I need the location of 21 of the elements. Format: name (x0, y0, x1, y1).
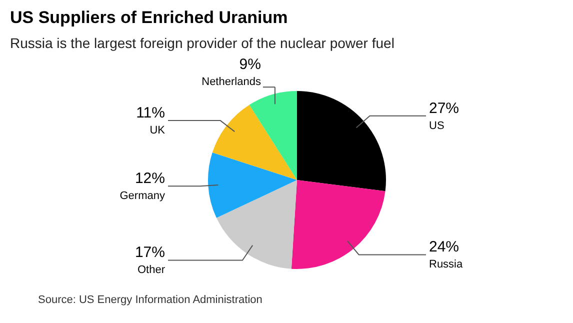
slice-label: Netherlands (202, 76, 262, 88)
pie-slice (208, 152, 297, 218)
data-label: 9% (239, 56, 261, 74)
data-label: 12% (134, 170, 165, 188)
slice-label: Other (137, 264, 166, 276)
chart-subtitle: Russia is the largest foreign provider of the nuclear power fuel (10, 35, 394, 51)
slice-label: UK (150, 124, 166, 137)
pie-slice (249, 91, 297, 180)
pie-slice (212, 104, 297, 180)
data-label: 11% (136, 104, 165, 122)
pie-slice (291, 180, 386, 269)
data-label: 27% (429, 100, 460, 117)
slice-label: Germany (120, 190, 166, 202)
data-label: 24% (429, 238, 460, 256)
slice-label: Russia (429, 258, 464, 271)
pie-slice (297, 91, 386, 192)
source-note: Source: US Energy Information Administration (38, 294, 262, 306)
chart-title: US Suppliers of Enriched Uranium (10, 8, 288, 27)
slice-label: US (429, 120, 444, 132)
pie-slice (216, 180, 297, 269)
data-label: 17% (134, 244, 165, 262)
